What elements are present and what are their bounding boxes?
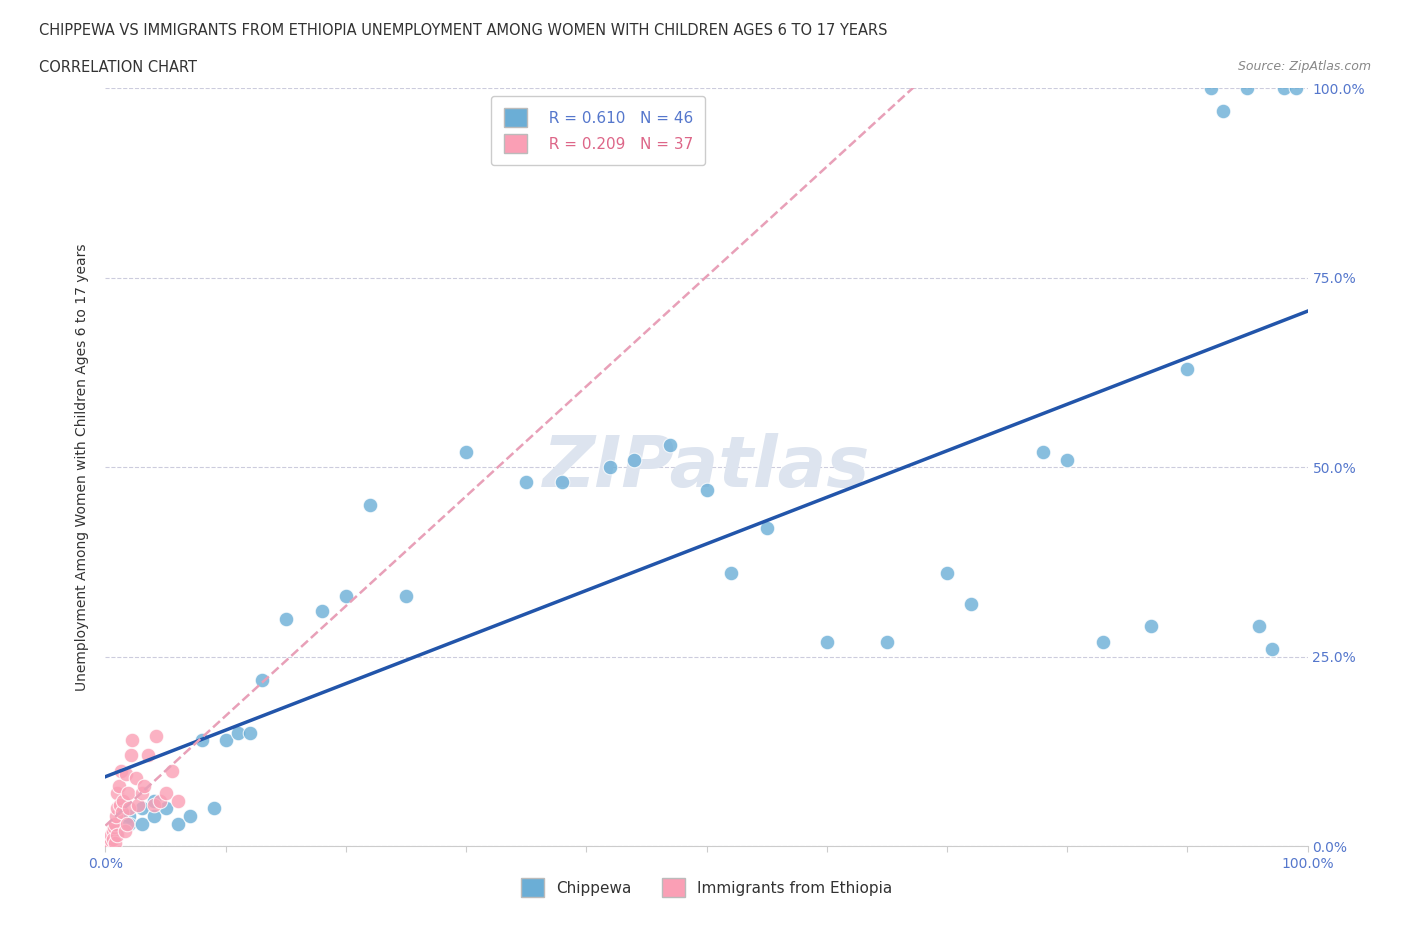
Point bbox=[117, 786, 139, 801]
Point bbox=[115, 767, 138, 782]
Point bbox=[105, 808, 128, 823]
Point bbox=[599, 460, 621, 475]
Point bbox=[155, 786, 177, 801]
Point bbox=[335, 589, 357, 604]
Point bbox=[107, 778, 129, 793]
Point bbox=[100, 832, 122, 847]
Point bbox=[960, 596, 983, 611]
Point bbox=[720, 566, 742, 581]
Point bbox=[1056, 452, 1078, 467]
Point bbox=[98, 835, 121, 850]
Point bbox=[1092, 634, 1115, 649]
Point bbox=[111, 804, 134, 819]
Point bbox=[145, 729, 167, 744]
Point bbox=[104, 817, 127, 831]
Point bbox=[101, 831, 124, 846]
Text: CHIPPEWA VS IMMIGRANTS FROM ETHIOPIA UNEMPLOYMENT AMONG WOMEN WITH CHILDREN AGES: CHIPPEWA VS IMMIGRANTS FROM ETHIOPIA UNE… bbox=[39, 23, 887, 38]
Text: CORRELATION CHART: CORRELATION CHART bbox=[39, 60, 197, 75]
Point bbox=[132, 778, 155, 793]
Point bbox=[551, 475, 574, 490]
Point bbox=[112, 793, 135, 808]
Point bbox=[202, 801, 225, 816]
Point bbox=[815, 634, 838, 649]
Point bbox=[97, 837, 120, 852]
Point bbox=[1249, 619, 1271, 634]
Point bbox=[118, 817, 141, 831]
Point bbox=[1212, 103, 1234, 118]
Point bbox=[166, 817, 188, 831]
Point bbox=[1260, 642, 1282, 657]
Point bbox=[190, 733, 212, 748]
Legend: Chippewa, Immigrants from Ethiopia: Chippewa, Immigrants from Ethiopia bbox=[515, 872, 898, 903]
Point bbox=[98, 837, 121, 852]
Point bbox=[142, 808, 165, 823]
Point bbox=[100, 828, 122, 843]
Point bbox=[395, 589, 418, 604]
Point bbox=[148, 793, 170, 808]
Point bbox=[110, 763, 132, 777]
Point bbox=[107, 824, 129, 839]
Point bbox=[127, 797, 149, 812]
Point bbox=[250, 672, 273, 687]
Point bbox=[120, 748, 142, 763]
Point bbox=[118, 808, 141, 823]
Point bbox=[1140, 619, 1163, 634]
Point bbox=[114, 824, 136, 839]
Point bbox=[755, 521, 778, 536]
Point bbox=[359, 498, 381, 512]
Point bbox=[104, 835, 127, 850]
Point bbox=[274, 612, 297, 627]
Point bbox=[226, 725, 249, 740]
Point bbox=[1175, 362, 1198, 377]
Point bbox=[1236, 81, 1258, 96]
Point bbox=[1201, 81, 1223, 96]
Point bbox=[239, 725, 262, 740]
Point bbox=[142, 797, 165, 812]
Point bbox=[166, 793, 188, 808]
Point bbox=[696, 483, 718, 498]
Point bbox=[131, 786, 153, 801]
Point bbox=[121, 733, 143, 748]
Point bbox=[311, 604, 333, 618]
Text: Source: ZipAtlas.com: Source: ZipAtlas.com bbox=[1237, 60, 1371, 73]
Point bbox=[155, 801, 177, 816]
Point bbox=[118, 801, 141, 816]
Point bbox=[101, 824, 124, 839]
Point bbox=[214, 733, 236, 748]
Point bbox=[1272, 81, 1295, 96]
Point bbox=[107, 801, 129, 816]
Point bbox=[659, 437, 682, 452]
Point bbox=[876, 634, 898, 649]
Point bbox=[103, 820, 125, 835]
Point bbox=[131, 817, 153, 831]
Point bbox=[136, 748, 159, 763]
Point bbox=[160, 763, 183, 777]
Point bbox=[124, 771, 146, 786]
Point bbox=[107, 786, 129, 801]
Point bbox=[936, 566, 959, 581]
Point bbox=[1284, 81, 1306, 96]
Point bbox=[623, 452, 645, 467]
Point bbox=[115, 817, 138, 831]
Point bbox=[142, 793, 165, 808]
Point bbox=[454, 445, 477, 459]
Point bbox=[179, 808, 201, 823]
Point bbox=[515, 475, 537, 490]
Point bbox=[108, 797, 131, 812]
Point bbox=[1032, 445, 1054, 459]
Y-axis label: Unemployment Among Women with Children Ages 6 to 17 years: Unemployment Among Women with Children A… bbox=[76, 244, 90, 691]
Point bbox=[107, 828, 129, 843]
Text: ZIPatlas: ZIPatlas bbox=[543, 432, 870, 502]
Point bbox=[131, 801, 153, 816]
